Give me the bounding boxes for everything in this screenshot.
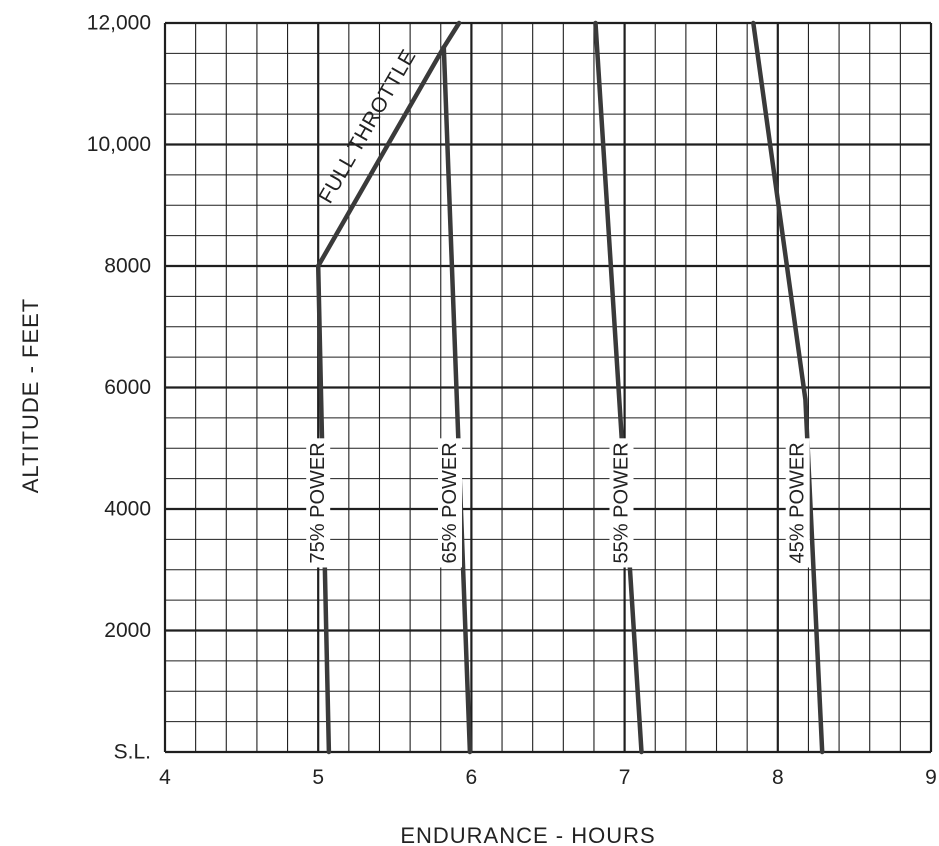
y-tick-label: 6000	[104, 376, 151, 399]
x-tick-label: 6	[466, 766, 478, 789]
series-line-full-throttle	[315, 20, 462, 269]
series-label-bg	[438, 438, 462, 568]
series-label-bg	[306, 438, 331, 568]
series-label-bg	[609, 438, 634, 568]
series-label-75-power: 75% POWER	[307, 442, 329, 563]
y-tick-label: 8000	[104, 255, 151, 278]
series-label-45-power: 45% POWER	[787, 442, 809, 563]
y-tick-label: S.L.	[114, 741, 151, 764]
y-tick-label: 2000	[104, 619, 151, 642]
y-tick-label: 4000	[104, 498, 151, 521]
y-tick-label: 10,000	[87, 133, 151, 156]
x-tick-label: 9	[925, 766, 937, 789]
tick-labels: 4 5 6 7 8 9 S.L. 2000 4000 6000 8000 10,000 12,000	[87, 12, 937, 790]
series-lines	[315, 20, 825, 755]
x-tick-label: 5	[312, 766, 324, 789]
x-tick-label: 7	[619, 766, 631, 789]
series-label-55-power: 55% POWER	[611, 442, 633, 563]
series-label-bg	[785, 438, 810, 568]
x-axis-title: ENDURANCE - HOURS	[400, 823, 655, 846]
series-label-45-power-group: 45% POWER	[785, 438, 810, 568]
x-tick-label: 4	[159, 766, 171, 789]
y-axis-title: ALTITUDE - FEET	[18, 298, 43, 494]
series-label-55-power-group: 55% POWER	[609, 438, 634, 568]
series-line-65-power	[441, 45, 473, 755]
series-label-65-power-group: 65% POWER	[438, 438, 462, 568]
series-labels: 75% POWER 65% POWER 55% POWER 45% POWERFULL…	[306, 46, 810, 568]
series-line-45-power	[751, 20, 825, 755]
x-tick-label: 8	[772, 766, 784, 789]
y-tick-label: 12,000	[87, 12, 151, 35]
series-label-75-power-group: 75% POWER	[306, 438, 331, 568]
series-label-65-power: 65% POWER	[439, 442, 461, 563]
series-line-55-power	[593, 20, 644, 755]
